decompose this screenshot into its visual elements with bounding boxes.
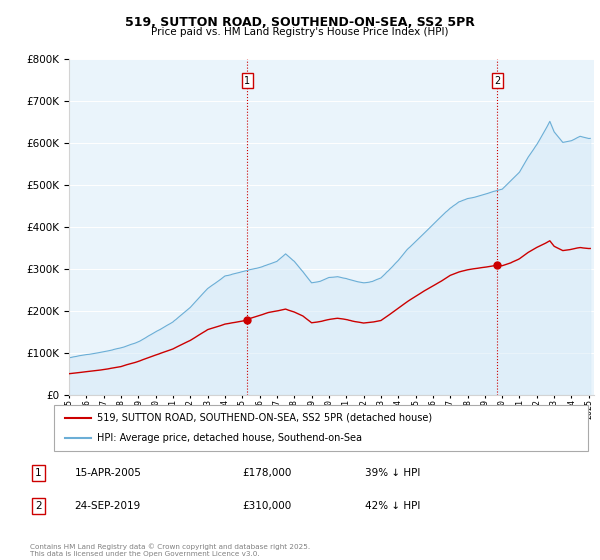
Text: 519, SUTTON ROAD, SOUTHEND-ON-SEA, SS2 5PR (detached house): 519, SUTTON ROAD, SOUTHEND-ON-SEA, SS2 5… xyxy=(97,413,432,423)
Text: £310,000: £310,000 xyxy=(242,501,291,511)
Text: Price paid vs. HM Land Registry's House Price Index (HPI): Price paid vs. HM Land Registry's House … xyxy=(151,27,449,37)
Text: 1: 1 xyxy=(244,76,250,86)
Text: Contains HM Land Registry data © Crown copyright and database right 2025.
This d: Contains HM Land Registry data © Crown c… xyxy=(30,544,310,557)
Text: 519, SUTTON ROAD, SOUTHEND-ON-SEA, SS2 5PR: 519, SUTTON ROAD, SOUTHEND-ON-SEA, SS2 5… xyxy=(125,16,475,29)
Text: 2: 2 xyxy=(494,76,500,86)
Text: 39% ↓ HPI: 39% ↓ HPI xyxy=(365,468,420,478)
Text: 42% ↓ HPI: 42% ↓ HPI xyxy=(365,501,420,511)
Text: £178,000: £178,000 xyxy=(242,468,292,478)
Text: 2: 2 xyxy=(35,501,41,511)
Text: 24-SEP-2019: 24-SEP-2019 xyxy=(74,501,141,511)
Text: 15-APR-2005: 15-APR-2005 xyxy=(74,468,142,478)
Text: 1: 1 xyxy=(35,468,41,478)
Text: HPI: Average price, detached house, Southend-on-Sea: HPI: Average price, detached house, Sout… xyxy=(97,433,362,443)
